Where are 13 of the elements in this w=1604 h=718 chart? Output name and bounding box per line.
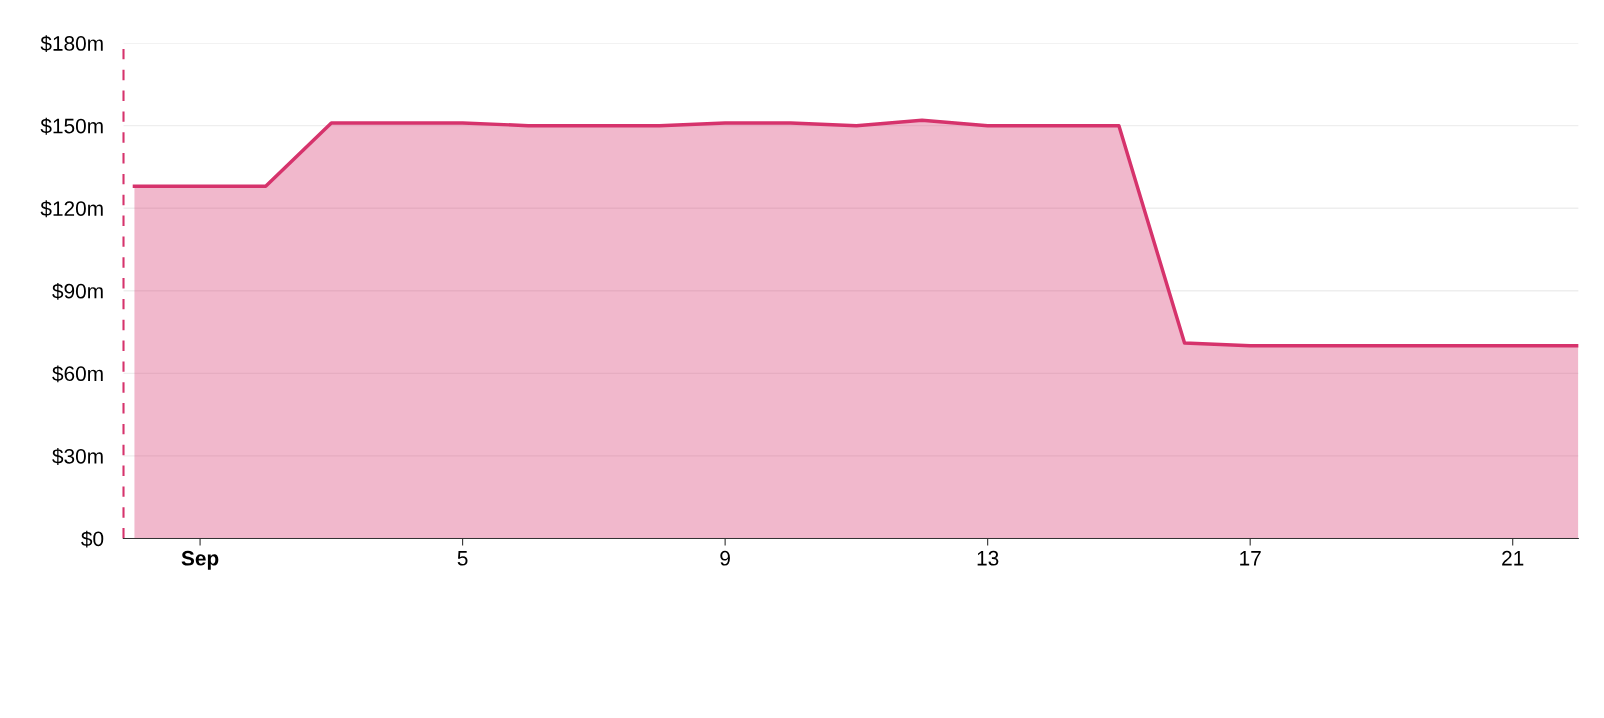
x-tick-label: 17: [1240, 551, 1261, 566]
y-tick-label: $60m: [52, 365, 103, 383]
x-tick-label: 9: [720, 550, 730, 566]
y-tick-label: $30m: [52, 448, 103, 465]
x-tick-label: 21: [1502, 550, 1524, 566]
y-tick-label: $120m: [40, 200, 103, 218]
x-tick-label: 13: [977, 550, 999, 566]
x-tick-label: 5: [457, 551, 468, 566]
y-tick-label: $0: [81, 530, 104, 548]
y-tick-label: $180m: [40, 35, 103, 53]
y-tick-label: $90m: [52, 282, 103, 300]
x-tick-label: Sep: [181, 550, 219, 570]
y-tick-label: $150m: [40, 117, 103, 135]
